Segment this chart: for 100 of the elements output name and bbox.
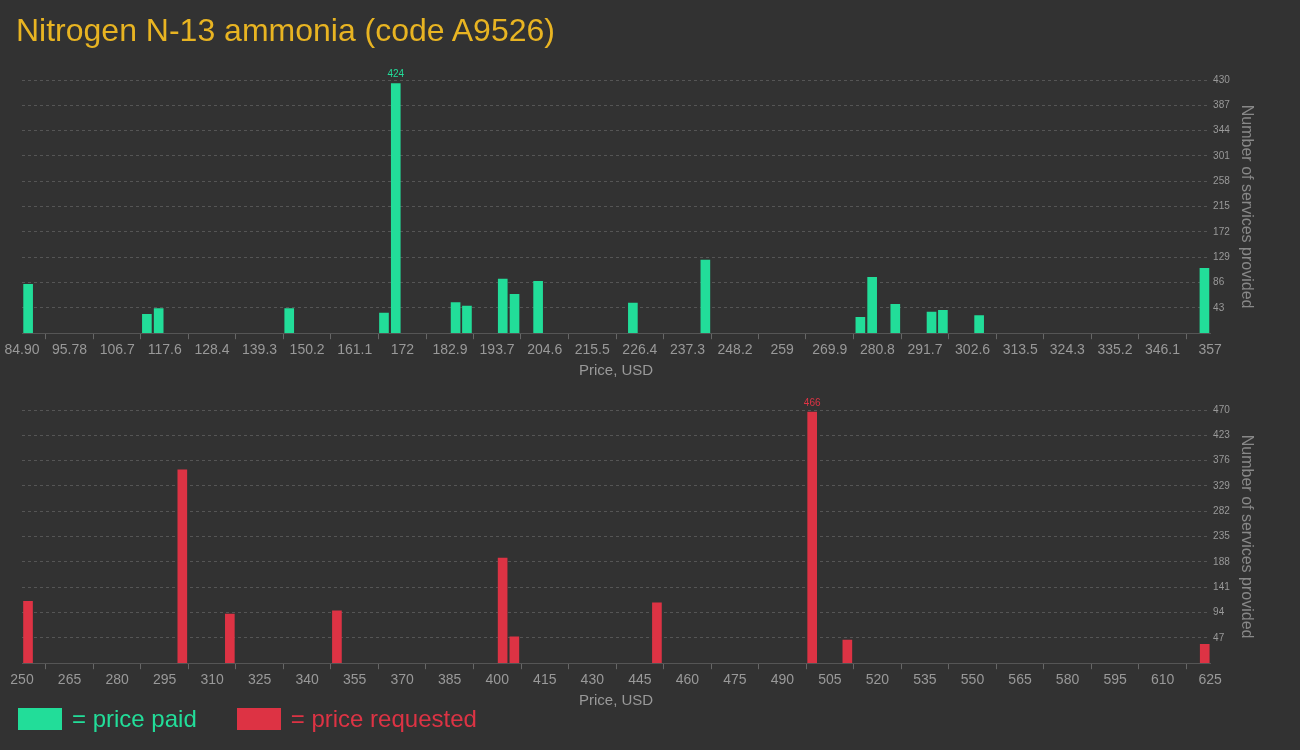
bar [23,284,33,334]
y-tick-label: 47 [1213,631,1225,643]
y-tick-label: 301 [1213,149,1231,161]
legend-label: = price requested [290,705,477,733]
x-tick-label: 490 [770,671,795,688]
bar [332,610,342,664]
x-tick-label: 385 [438,671,462,688]
bar [652,602,662,664]
data-label: 424 [387,68,405,80]
x-tick-label: 259 [770,341,795,358]
x-tick-label: 84.90 [4,341,40,358]
bar [509,636,520,664]
x-tick-label: 415 [533,671,557,688]
y-axis-title: Number of services provided [1238,104,1256,309]
x-tick-label: 204.6 [527,341,563,358]
bar [628,302,638,334]
x-tick-label: 400 [485,671,510,688]
y-tick-label: 282 [1213,505,1231,517]
x-tick-label: 430 [580,671,605,688]
x-tick-label: 610 [1150,671,1175,688]
bar [153,308,164,334]
bar [938,309,948,334]
x-tick-label: 324.3 [1049,341,1086,358]
x-tick-label: 460 [675,671,700,688]
x-tick-label: 150.2 [289,341,325,358]
bar [867,276,877,334]
bar [23,600,33,664]
x-tick-label: 250 [10,671,34,688]
x-tick-label: 161.1 [337,341,373,358]
x-tick-label: 95.78 [51,341,88,358]
y-tick-label: 141 [1213,580,1231,592]
x-tick-label: 565 [1008,671,1032,688]
y-tick-label: 172 [1213,225,1231,237]
x-tick-label: 280.8 [859,341,896,358]
x-tick-label: 325 [247,671,272,688]
x-tick-label: 357 [1198,341,1223,358]
y-tick-label: 235 [1213,530,1231,542]
x-tick-label: 226.4 [622,341,658,358]
x-tick-label: 475 [723,671,747,688]
y-tick-label: 215 [1213,200,1231,212]
bar [177,469,188,664]
y-tick-label: 423 [1213,429,1231,441]
x-tick-label: 248.2 [717,341,753,358]
y-tick-label: 376 [1213,454,1231,466]
y-tick-label: 258 [1213,175,1231,187]
bar [974,315,984,334]
x-tick-label: 370 [390,671,415,688]
x-tick-label: 313.5 [1002,341,1038,358]
bar [284,308,295,334]
bar [1199,644,1210,664]
bar [497,557,508,664]
bar [700,259,711,334]
x-tick-label: 595 [1103,671,1127,688]
x-tick-label: 340 [295,671,320,688]
bar [842,639,853,664]
y-tick-label: 430 [1213,73,1231,85]
bar [225,613,235,664]
x-tick-label: 269.9 [812,341,848,358]
x-axis-title: Price, USD [578,361,654,379]
bar [926,311,937,334]
x-tick-label: 291.7 [907,341,943,358]
x-tick-label: 280 [105,671,129,688]
y-tick-label: 329 [1213,479,1231,491]
x-tick-label: 265 [57,671,82,688]
y-tick-label: 129 [1213,250,1231,262]
y-tick-label: 94 [1213,606,1225,618]
y-tick-label: 470 [1213,403,1231,415]
x-tick-label: 550 [960,671,985,688]
x-tick-label: 625 [1198,671,1223,688]
bar [390,83,401,334]
y-tick-label: 344 [1213,124,1231,136]
bar [807,411,818,664]
x-axis-title: Price, USD [578,691,654,709]
data-label: 466 [803,396,821,408]
bar [1199,268,1210,334]
y-tick-label: 43 [1213,301,1225,313]
x-tick-label: 106.7 [99,341,135,358]
bar [450,302,461,334]
x-tick-label: 128.4 [194,341,230,358]
x-tick-label: 215.5 [574,341,610,358]
x-tick-label: 355 [342,671,367,688]
chart-title: Nitrogen N-13 ammonia (code A9526) [16,12,555,49]
y-tick-label: 188 [1213,555,1231,567]
y-tick-label: 387 [1213,99,1231,111]
x-tick-label: 535 [913,671,937,688]
x-tick-label: 346.1 [1145,341,1181,358]
x-tick-label: 302.6 [955,341,991,358]
bar [497,278,508,334]
y-tick-label: 86 [1213,276,1225,288]
x-tick-label: 193.7 [479,341,515,358]
x-tick-label: 139.3 [242,341,278,358]
bar [462,305,472,334]
x-tick-label: 520 [865,671,890,688]
x-tick-label: 310 [200,671,224,688]
x-tick-label: 117.6 [147,341,182,358]
x-tick-label: 445 [628,671,652,688]
x-tick-label: 505 [818,671,842,688]
bar [379,312,389,334]
x-tick-label: 237.3 [669,341,706,358]
x-tick-label: 335.2 [1097,341,1133,358]
